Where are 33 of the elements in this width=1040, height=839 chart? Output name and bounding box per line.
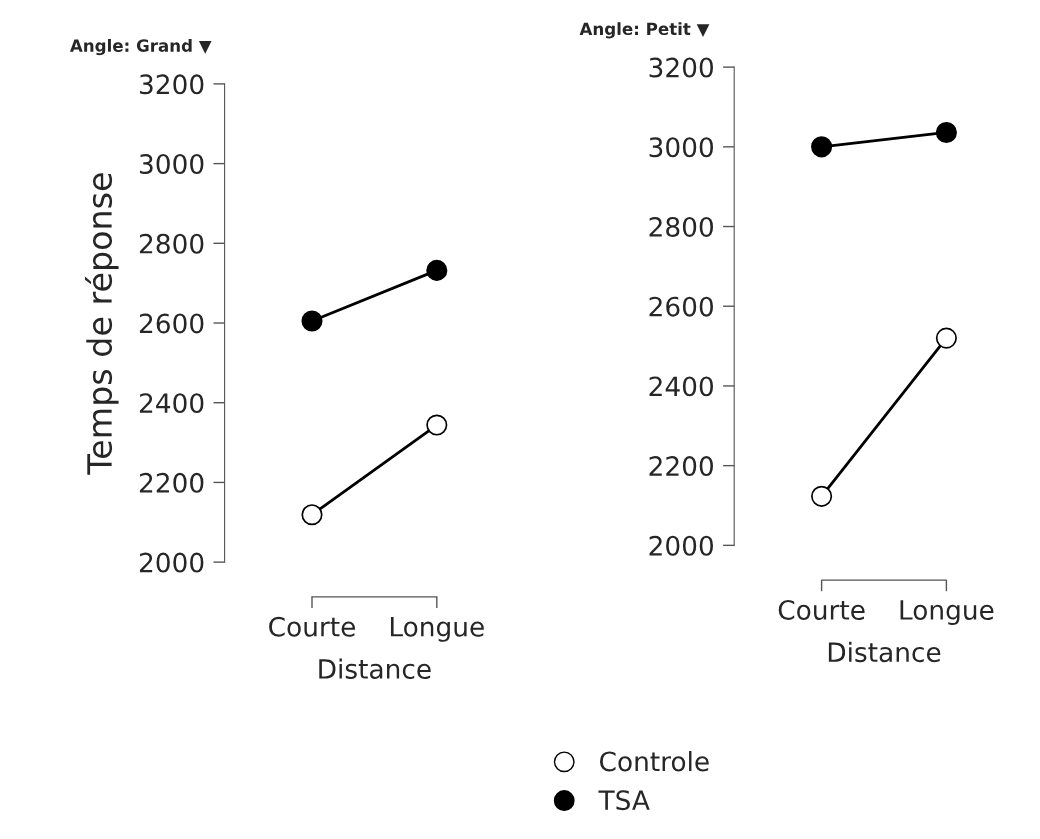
legend-label: Controle [600, 750, 709, 772]
y-tick-label: 2400 [649, 376, 713, 397]
x-axis-title: Distance [319, 658, 431, 679]
y-tick-label: 2600 [649, 296, 713, 317]
point [301, 310, 323, 332]
legend-label: TSA [598, 790, 650, 811]
y-axis-title: Temps de réponse [84, 173, 119, 475]
point [426, 414, 448, 436]
point [935, 327, 957, 349]
y-tick-label: 2200 [649, 456, 713, 477]
y-tick-label: 2600 [139, 313, 204, 334]
point [301, 504, 323, 526]
y-tick-label: 2800 [139, 233, 204, 254]
point [426, 259, 448, 281]
point [811, 136, 833, 158]
y-tick-label: 3200 [140, 74, 204, 95]
x-tick-label: Courte [269, 616, 355, 637]
point [935, 121, 957, 144]
point [811, 485, 833, 507]
y-tick-label: 2800 [649, 216, 713, 237]
y-tick-label: 3200 [649, 57, 713, 78]
y-tick-label: 2400 [139, 393, 204, 414]
chart-title: Angle: Petit ▼ [579, 22, 710, 39]
x-tick-label: Courte [778, 599, 865, 620]
y-tick-label: 2000 [139, 552, 204, 573]
x-tick-label: Longue [390, 617, 484, 642]
y-tick-label: 3000 [140, 154, 204, 175]
x-axis-title: Distance [828, 641, 941, 663]
x-tick-label: Longue [900, 600, 994, 626]
y-tick-label: 3000 [649, 137, 713, 158]
y-tick-label: 2000 [649, 535, 713, 556]
chart-title: Angle: Grand ▼ [69, 38, 212, 56]
y-tick-label: 2200 [139, 472, 204, 493]
